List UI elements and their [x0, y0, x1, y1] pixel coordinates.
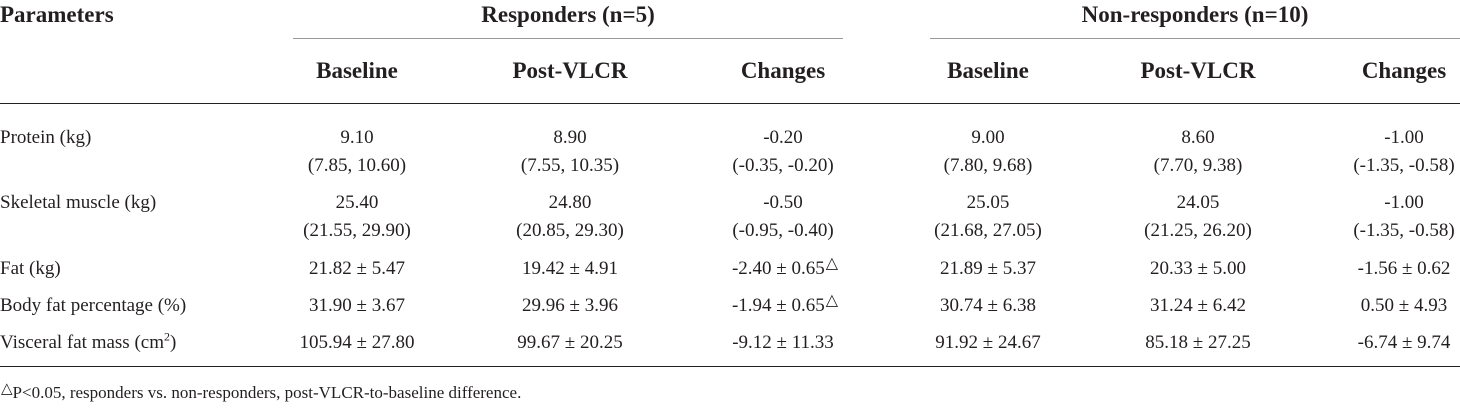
cell-value: -1.00 [1384, 192, 1424, 213]
subheader-post-vlcr-non-responders: Post-VLCR [1140, 58, 1256, 83]
cell-value: -6.74 ± 9.74 [1357, 332, 1451, 353]
label-text: Visceral fat mass (cm [0, 332, 164, 353]
cell-value: -0.20 [763, 127, 803, 148]
cell-value: -2.40 ± 0.65 [731, 258, 825, 279]
cell-range: (7.55, 10.35) [520, 155, 620, 176]
footnote: △P<0.05, responders vs. non-responders, … [0, 381, 522, 405]
cell-value: 99.67 ± 20.25 [517, 332, 623, 353]
row-label-body-fat-percentage: Body fat percentage (%) [0, 295, 187, 316]
footnote-triangle-icon: △ [1, 381, 13, 397]
cell-value: -1.56 ± 0.62 [1357, 258, 1451, 279]
cell-range: (-0.35, -0.20) [732, 155, 834, 176]
cell-value: 9.10 [340, 127, 374, 148]
header-rule [0, 103, 1460, 104]
cell-value-flagged: -1.94 ± 0.65△ [731, 292, 839, 318]
cell-range: (21.68, 27.05) [934, 220, 1042, 241]
row-label-protein: Protein (kg) [0, 127, 92, 148]
cell-range: (7.85, 10.60) [307, 155, 407, 176]
subheader-baseline-non-responders: Baseline [947, 58, 1029, 83]
cell-value: 30.74 ± 6.38 [940, 295, 1036, 316]
subheader-baseline-responders: Baseline [316, 58, 398, 83]
cell-range: (21.55, 29.90) [303, 220, 411, 241]
cell-value-flagged: -2.40 ± 0.65△ [731, 255, 839, 281]
cell-value: 21.89 ± 5.37 [940, 258, 1036, 279]
cell-value: -1.00 [1384, 127, 1424, 148]
header-responders: Responders (n=5) [481, 2, 655, 27]
header-parameters: Parameters [0, 2, 114, 27]
cell-value: 8.90 [553, 127, 587, 148]
cell-value: 9.00 [971, 127, 1005, 148]
cell-value: 105.94 ± 27.80 [299, 332, 415, 353]
cell-value: 25.40 [335, 192, 379, 213]
cell-value: 85.18 ± 27.25 [1145, 332, 1251, 353]
cell-range: (21.25, 26.20) [1144, 220, 1252, 241]
subheader-changes-responders: Changes [740, 58, 826, 83]
cell-value: 8.60 [1181, 127, 1215, 148]
cell-value: -0.50 [763, 192, 803, 213]
non-responders-underline [930, 38, 1460, 39]
cell-value: 20.33 ± 5.00 [1150, 258, 1246, 279]
cell-range: (20.85, 29.30) [516, 220, 624, 241]
cell-value: 19.42 ± 4.91 [522, 258, 618, 279]
footnote-text: P<0.05, responders vs. non-responders, p… [12, 383, 522, 402]
cell-range: (7.70, 9.38) [1153, 155, 1243, 176]
cell-range: (-1.35, -0.58) [1353, 155, 1455, 176]
cell-range: (7.80, 9.68) [943, 155, 1033, 176]
cell-value: 0.50 ± 4.93 [1360, 295, 1448, 316]
label-superscript: 2 [164, 329, 170, 344]
significance-triangle-icon: △ [825, 255, 839, 272]
cell-value: 31.90 ± 3.67 [309, 295, 405, 316]
cell-value: 21.82 ± 5.47 [309, 258, 405, 279]
significance-triangle-icon: △ [825, 292, 839, 309]
subheader-changes-non-responders: Changes [1361, 58, 1447, 83]
row-label-visceral-fat-mass: Visceral fat mass (cm2) [0, 329, 177, 354]
cell-value: 24.80 [548, 192, 592, 213]
cell-value: 24.05 [1176, 192, 1220, 213]
cell-value: 31.24 ± 6.42 [1150, 295, 1246, 316]
responders-underline [293, 38, 843, 39]
cell-value: -9.12 ± 11.33 [732, 332, 834, 353]
cell-value: 29.96 ± 3.96 [522, 295, 618, 316]
row-label-fat: Fat (kg) [0, 258, 61, 279]
cell-range: (-0.95, -0.40) [732, 220, 834, 241]
label-text-end: ) [170, 332, 177, 353]
cell-value: 25.05 [966, 192, 1010, 213]
row-label-skeletal-muscle: Skeletal muscle (kg) [0, 192, 157, 213]
cell-value: -1.94 ± 0.65 [731, 295, 825, 316]
subheader-post-vlcr-responders: Post-VLCR [512, 58, 628, 83]
header-non-responders: Non-responders (n=10) [1081, 2, 1309, 27]
cell-range: (-1.35, -0.58) [1353, 220, 1455, 241]
table-bottom-rule [0, 366, 1460, 367]
cell-value: 91.92 ± 24.67 [935, 332, 1041, 353]
